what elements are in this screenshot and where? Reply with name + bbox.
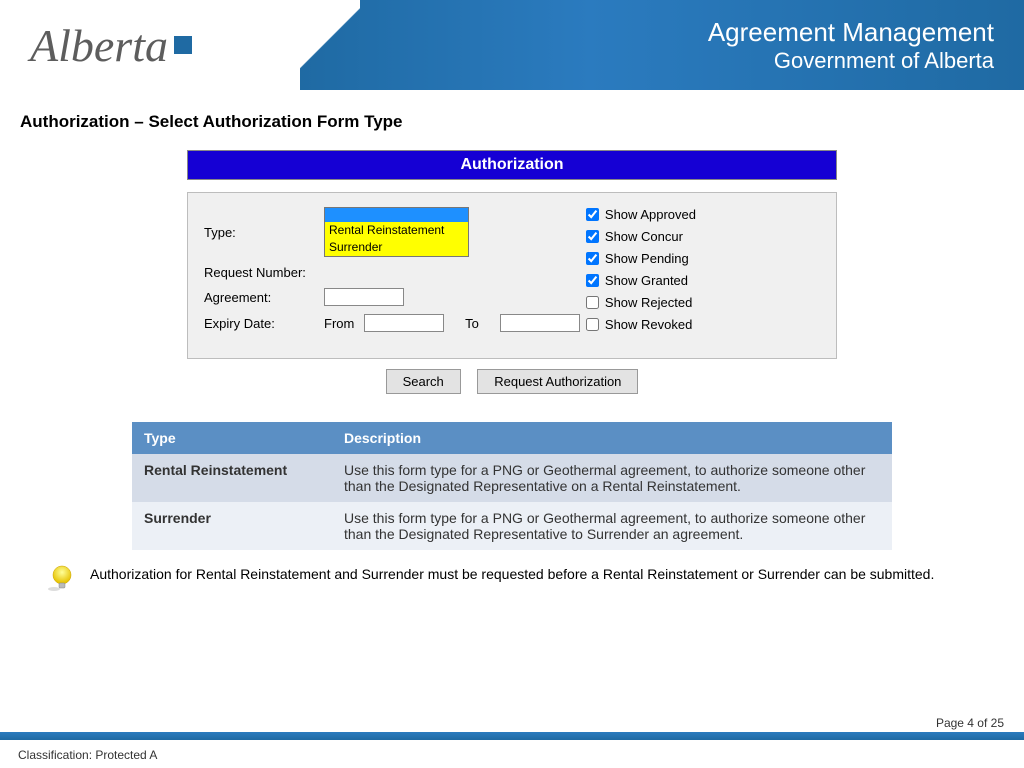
show-rejected-label: Show Rejected <box>605 295 692 310</box>
button-row: Search Request Authorization <box>187 369 837 394</box>
page-heading: Authorization – Select Authorization For… <box>0 90 1024 132</box>
table-row: Rental Reinstatement Use this form type … <box>132 454 892 502</box>
expiry-label: Expiry Date: <box>204 316 324 331</box>
table-header-type: Type <box>132 422 332 454</box>
show-approved-label: Show Approved <box>605 207 696 222</box>
show-revoked-label: Show Revoked <box>605 317 692 332</box>
show-revoked-checkbox[interactable] <box>586 318 599 331</box>
show-granted-checkbox[interactable] <box>586 274 599 287</box>
show-concur-label: Show Concur <box>605 229 683 244</box>
logo-dot-icon <box>174 36 192 54</box>
lightbulb-icon <box>48 564 76 592</box>
form-right-col: Show Approved Show Concur Show Pending S… <box>586 207 820 340</box>
footer-bar <box>0 732 1024 740</box>
show-approved-checkbox[interactable] <box>586 208 599 221</box>
banner-subtitle: Government of Alberta <box>774 48 994 74</box>
request-number-label: Request Number: <box>204 265 324 280</box>
to-label: To <box>444 316 500 331</box>
agreement-input[interactable] <box>324 288 404 306</box>
page-number: Page 4 of 25 <box>936 716 1004 730</box>
show-rejected-checkbox[interactable] <box>586 296 599 309</box>
form-wrap: Authorization Type: Rental Reinstatement… <box>187 150 837 394</box>
dropdown-option-surrender[interactable]: Surrender <box>325 239 468 256</box>
table-cell-desc-0: Use this form type for a PNG or Geotherm… <box>332 454 892 502</box>
type-dropdown[interactable]: Rental Reinstatement Surrender <box>324 207 469 257</box>
expiry-to-input[interactable] <box>500 314 580 332</box>
search-button[interactable]: Search <box>386 369 461 394</box>
dropdown-option-rental[interactable]: Rental Reinstatement <box>325 222 468 239</box>
logo-text: Alberta <box>30 19 168 72</box>
classification-label: Classification: Protected A <box>18 748 157 762</box>
search-form-box: Type: Rental Reinstatement Surrender Req… <box>187 192 837 359</box>
table-header-description: Description <box>332 422 892 454</box>
show-pending-checkbox[interactable] <box>586 252 599 265</box>
request-authorization-button[interactable]: Request Authorization <box>477 369 638 394</box>
authorization-section-header: Authorization <box>187 150 837 180</box>
expiry-from-input[interactable] <box>364 314 444 332</box>
agreement-label: Agreement: <box>204 290 324 305</box>
show-granted-label: Show Granted <box>605 273 688 288</box>
logo-area: Alberta <box>0 0 300 90</box>
banner-title: Agreement Management <box>708 17 994 48</box>
tip-row: Authorization for Rental Reinstatement a… <box>0 550 1024 592</box>
show-concur-checkbox[interactable] <box>586 230 599 243</box>
tip-text: Authorization for Rental Reinstatement a… <box>90 566 934 582</box>
table-cell-type-0: Rental Reinstatement <box>132 454 332 502</box>
type-description-table: Type Description Rental Reinstatement Us… <box>132 422 892 550</box>
table-cell-type-1: Surrender <box>132 502 332 550</box>
table-cell-desc-1: Use this form type for a PNG or Geotherm… <box>332 502 892 550</box>
banner-right: Agreement Management Government of Alber… <box>300 0 1024 90</box>
table-row: Surrender Use this form type for a PNG o… <box>132 502 892 550</box>
show-pending-label: Show Pending <box>605 251 689 266</box>
form-left-col: Type: Rental Reinstatement Surrender Req… <box>204 207 586 340</box>
top-banner: Alberta Agreement Management Government … <box>0 0 1024 90</box>
dropdown-selected-bar <box>325 208 468 222</box>
type-label: Type: <box>204 225 324 240</box>
from-label: From <box>324 316 364 331</box>
